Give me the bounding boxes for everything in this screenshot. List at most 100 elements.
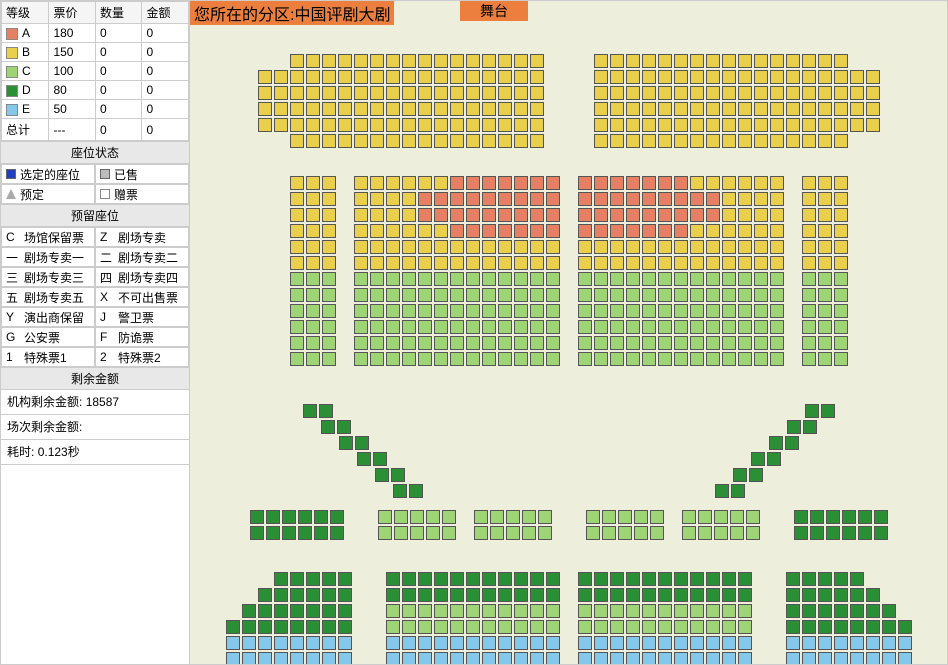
- seat[interactable]: [834, 118, 848, 132]
- seat[interactable]: [818, 620, 832, 634]
- seat[interactable]: [338, 572, 352, 586]
- seat[interactable]: [370, 272, 384, 286]
- seat[interactable]: [786, 652, 800, 665]
- seat[interactable]: [802, 652, 816, 665]
- seat[interactable]: [466, 208, 480, 222]
- seat[interactable]: [850, 588, 864, 602]
- seat[interactable]: [722, 652, 736, 665]
- seat[interactable]: [866, 70, 880, 84]
- seat[interactable]: [578, 192, 592, 206]
- seat[interactable]: [738, 192, 752, 206]
- seat[interactable]: [586, 510, 600, 524]
- seat[interactable]: [306, 652, 320, 665]
- seat[interactable]: [418, 256, 432, 270]
- seat[interactable]: [818, 208, 832, 222]
- seat[interactable]: [754, 336, 768, 350]
- seat[interactable]: [802, 320, 816, 334]
- seat[interactable]: [610, 208, 624, 222]
- seat[interactable]: [290, 352, 304, 366]
- seat[interactable]: [434, 208, 448, 222]
- seat[interactable]: [706, 192, 720, 206]
- seat[interactable]: [546, 336, 560, 350]
- seat[interactable]: [690, 208, 704, 222]
- seat[interactable]: [594, 652, 608, 665]
- seat[interactable]: [610, 652, 624, 665]
- seat[interactable]: [594, 304, 608, 318]
- seat[interactable]: [274, 70, 288, 84]
- seat[interactable]: [282, 526, 296, 540]
- seat[interactable]: [754, 176, 768, 190]
- seat[interactable]: [690, 304, 704, 318]
- seat[interactable]: [386, 224, 400, 238]
- seat[interactable]: [373, 452, 387, 466]
- seat[interactable]: [434, 256, 448, 270]
- seat[interactable]: [642, 86, 656, 100]
- seat[interactable]: [514, 272, 528, 286]
- seat[interactable]: [674, 572, 688, 586]
- seat[interactable]: [626, 272, 640, 286]
- seat[interactable]: [834, 54, 848, 68]
- seat[interactable]: [866, 588, 880, 602]
- seat[interactable]: [258, 652, 272, 665]
- seat[interactable]: [290, 240, 304, 254]
- seat[interactable]: [402, 604, 416, 618]
- seat[interactable]: [626, 102, 640, 116]
- seat[interactable]: [306, 192, 320, 206]
- seat[interactable]: [466, 256, 480, 270]
- seat[interactable]: [834, 86, 848, 100]
- seat[interactable]: [290, 636, 304, 650]
- seat[interactable]: [322, 134, 336, 148]
- seat[interactable]: [418, 102, 432, 116]
- seat[interactable]: [402, 272, 416, 286]
- seat[interactable]: [290, 176, 304, 190]
- seat[interactable]: [391, 468, 405, 482]
- seat[interactable]: [466, 224, 480, 238]
- seat[interactable]: [578, 352, 592, 366]
- seat[interactable]: [370, 288, 384, 302]
- seat[interactable]: [386, 70, 400, 84]
- seat[interactable]: [802, 572, 816, 586]
- seat[interactable]: [866, 102, 880, 116]
- seat[interactable]: [354, 54, 368, 68]
- seat[interactable]: [610, 240, 624, 254]
- seat[interactable]: [754, 320, 768, 334]
- seat[interactable]: [738, 272, 752, 286]
- seat[interactable]: [339, 436, 353, 450]
- seat[interactable]: [354, 192, 368, 206]
- seat[interactable]: [226, 620, 240, 634]
- seat[interactable]: [386, 134, 400, 148]
- seat[interactable]: [690, 336, 704, 350]
- seat[interactable]: [306, 70, 320, 84]
- seat[interactable]: [450, 320, 464, 334]
- seat[interactable]: [802, 352, 816, 366]
- seat[interactable]: [498, 288, 512, 302]
- seat[interactable]: [770, 134, 784, 148]
- seat[interactable]: [498, 176, 512, 190]
- seat[interactable]: [658, 604, 672, 618]
- seat[interactable]: [282, 510, 296, 524]
- seat[interactable]: [642, 320, 656, 334]
- seat[interactable]: [306, 588, 320, 602]
- seat[interactable]: [402, 102, 416, 116]
- seat[interactable]: [386, 102, 400, 116]
- seat[interactable]: [634, 526, 648, 540]
- seat[interactable]: [402, 54, 416, 68]
- seat[interactable]: [882, 604, 896, 618]
- seat[interactable]: [514, 208, 528, 222]
- seat[interactable]: [466, 176, 480, 190]
- seat[interactable]: [530, 652, 544, 665]
- seat[interactable]: [434, 336, 448, 350]
- seat[interactable]: [674, 620, 688, 634]
- seat[interactable]: [530, 54, 544, 68]
- seat[interactable]: [658, 256, 672, 270]
- seat[interactable]: [482, 118, 496, 132]
- seat[interactable]: [722, 620, 736, 634]
- seat[interactable]: [805, 404, 819, 418]
- seat[interactable]: [274, 604, 288, 618]
- seat[interactable]: [338, 102, 352, 116]
- seat[interactable]: [410, 526, 424, 540]
- seat[interactable]: [658, 70, 672, 84]
- seat[interactable]: [482, 224, 496, 238]
- seat[interactable]: [546, 572, 560, 586]
- seat[interactable]: [498, 652, 512, 665]
